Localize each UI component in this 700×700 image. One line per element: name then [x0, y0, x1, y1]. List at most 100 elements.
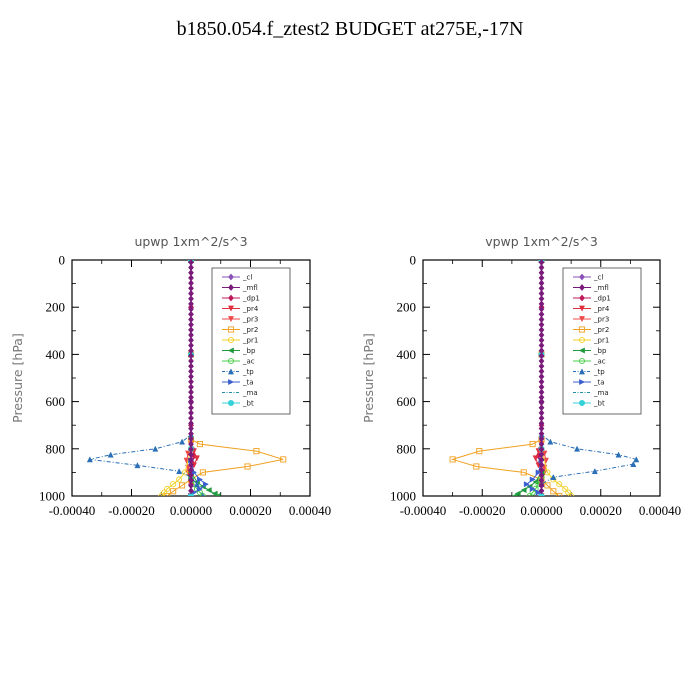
data-point: [164, 485, 171, 492]
legend-marker: [578, 368, 586, 375]
x-tick: -0.00040: [49, 260, 95, 518]
legend-entry: _bt: [573, 400, 605, 408]
plot-area: [449, 260, 640, 496]
legend-marker: [579, 273, 585, 281]
x-tick: 0.00040: [639, 260, 681, 518]
data-point: [253, 448, 260, 455]
legend-entry: _cl: [573, 274, 603, 282]
legend-label: _tp: [242, 368, 254, 376]
data-point: [205, 487, 212, 494]
x-tick-label: 0.00040: [289, 503, 331, 518]
level-marker: [538, 487, 545, 495]
data-point: [615, 451, 622, 458]
legend-label: _mfl: [242, 284, 258, 292]
legend-entry: _pr2: [573, 326, 609, 334]
y-tick-label: 800: [46, 441, 66, 456]
legend-entry: _tp: [573, 368, 605, 376]
legend-marker: [578, 347, 585, 354]
x-tick-label: 0.00000: [520, 503, 562, 518]
x-tick: 0.00020: [580, 260, 622, 518]
legend-label: _ma: [242, 389, 258, 397]
profile-levels: [188, 260, 194, 495]
legend-entry: _mfl: [573, 284, 609, 292]
legend-label: _ac: [593, 358, 606, 366]
legend-label: _pr3: [242, 316, 258, 324]
data-point: [529, 485, 536, 492]
y-tick-label: 800: [397, 441, 417, 456]
legend-label: _ta: [593, 379, 605, 387]
data-point: [473, 463, 480, 470]
y-tick: 600: [46, 394, 310, 409]
legend-entry: _pr1: [573, 337, 609, 345]
data-point: [556, 481, 563, 488]
y-tick: 200: [46, 300, 310, 315]
y-tick: 200: [397, 300, 660, 315]
legend-label: _tp: [593, 368, 605, 376]
data-point: [547, 438, 554, 445]
data-point: [514, 490, 521, 496]
y-tick-label: 1000: [39, 489, 65, 504]
data-point: [176, 476, 183, 483]
data-point: [107, 451, 114, 458]
y-tick: 400: [397, 347, 660, 362]
x-tick-label: -0.00040: [400, 503, 447, 518]
data-point: [170, 481, 177, 488]
y-tick-label: 400: [397, 347, 417, 362]
plot-area: [86, 260, 287, 496]
y-tick-label: 1000: [390, 489, 416, 504]
data-point: [179, 438, 186, 445]
data-point: [565, 489, 572, 496]
x-tick-label: 0.00000: [170, 503, 212, 518]
y-tick-label: 0: [59, 253, 66, 268]
legend-entry: _ta: [573, 379, 605, 387]
legend-marker: [578, 316, 586, 323]
legend-label: _pr1: [593, 337, 609, 345]
legend-label: _ma: [593, 389, 609, 397]
data-point: [170, 488, 177, 495]
legend-marker: [578, 305, 586, 312]
legend-label: _pr1: [242, 337, 258, 345]
data-point: [134, 462, 141, 469]
legend-marker: [227, 316, 235, 323]
legend-marker: [227, 347, 234, 354]
legend-marker: [227, 336, 235, 344]
legend-label: _dp1: [242, 295, 260, 303]
x-tick-label: -0.00020: [108, 503, 155, 518]
data-point: [280, 456, 287, 463]
legend-marker: [578, 326, 586, 333]
x-tick: 0.00020: [229, 260, 272, 518]
legend-entry: _pr3: [222, 316, 258, 324]
y-tick-label: 200: [46, 300, 66, 315]
legend-label: _cl: [242, 274, 252, 282]
data-point: [214, 492, 221, 496]
y-tick: 400: [46, 347, 310, 362]
legend-entry: _ac: [573, 358, 606, 366]
legend-marker: [227, 357, 235, 365]
data-point: [562, 485, 569, 492]
legend-marker: [579, 378, 586, 386]
data-point: [550, 488, 557, 495]
legend-label: _bp: [593, 347, 607, 355]
legend-label: _bp: [242, 347, 256, 355]
x-tick: 0.00040: [289, 260, 331, 518]
x-tick: -0.00020: [459, 260, 506, 518]
legend-entry: _pr3: [573, 316, 609, 324]
data-point: [526, 492, 533, 496]
legend-marker: [578, 399, 586, 407]
legend-label: _mfl: [593, 284, 609, 292]
legend-entry: _pr2: [222, 326, 258, 334]
chart-title: upwp 1xm^2/s^3: [134, 234, 247, 249]
data-point: [556, 492, 563, 496]
data-point: [529, 476, 536, 483]
data-point: [591, 468, 598, 475]
data-point: [152, 445, 159, 452]
data-point: [196, 441, 203, 448]
legend-entry: _ma: [222, 389, 258, 397]
legend-label: _ta: [242, 379, 254, 387]
level-marker: [188, 487, 194, 495]
legend-marker: [579, 284, 585, 291]
data-point: [529, 441, 536, 448]
x-tick: -0.00040: [400, 260, 447, 518]
y-tick-label: 0: [410, 253, 417, 268]
chart-title: vpwp 1xm^2/s^3: [485, 234, 598, 249]
